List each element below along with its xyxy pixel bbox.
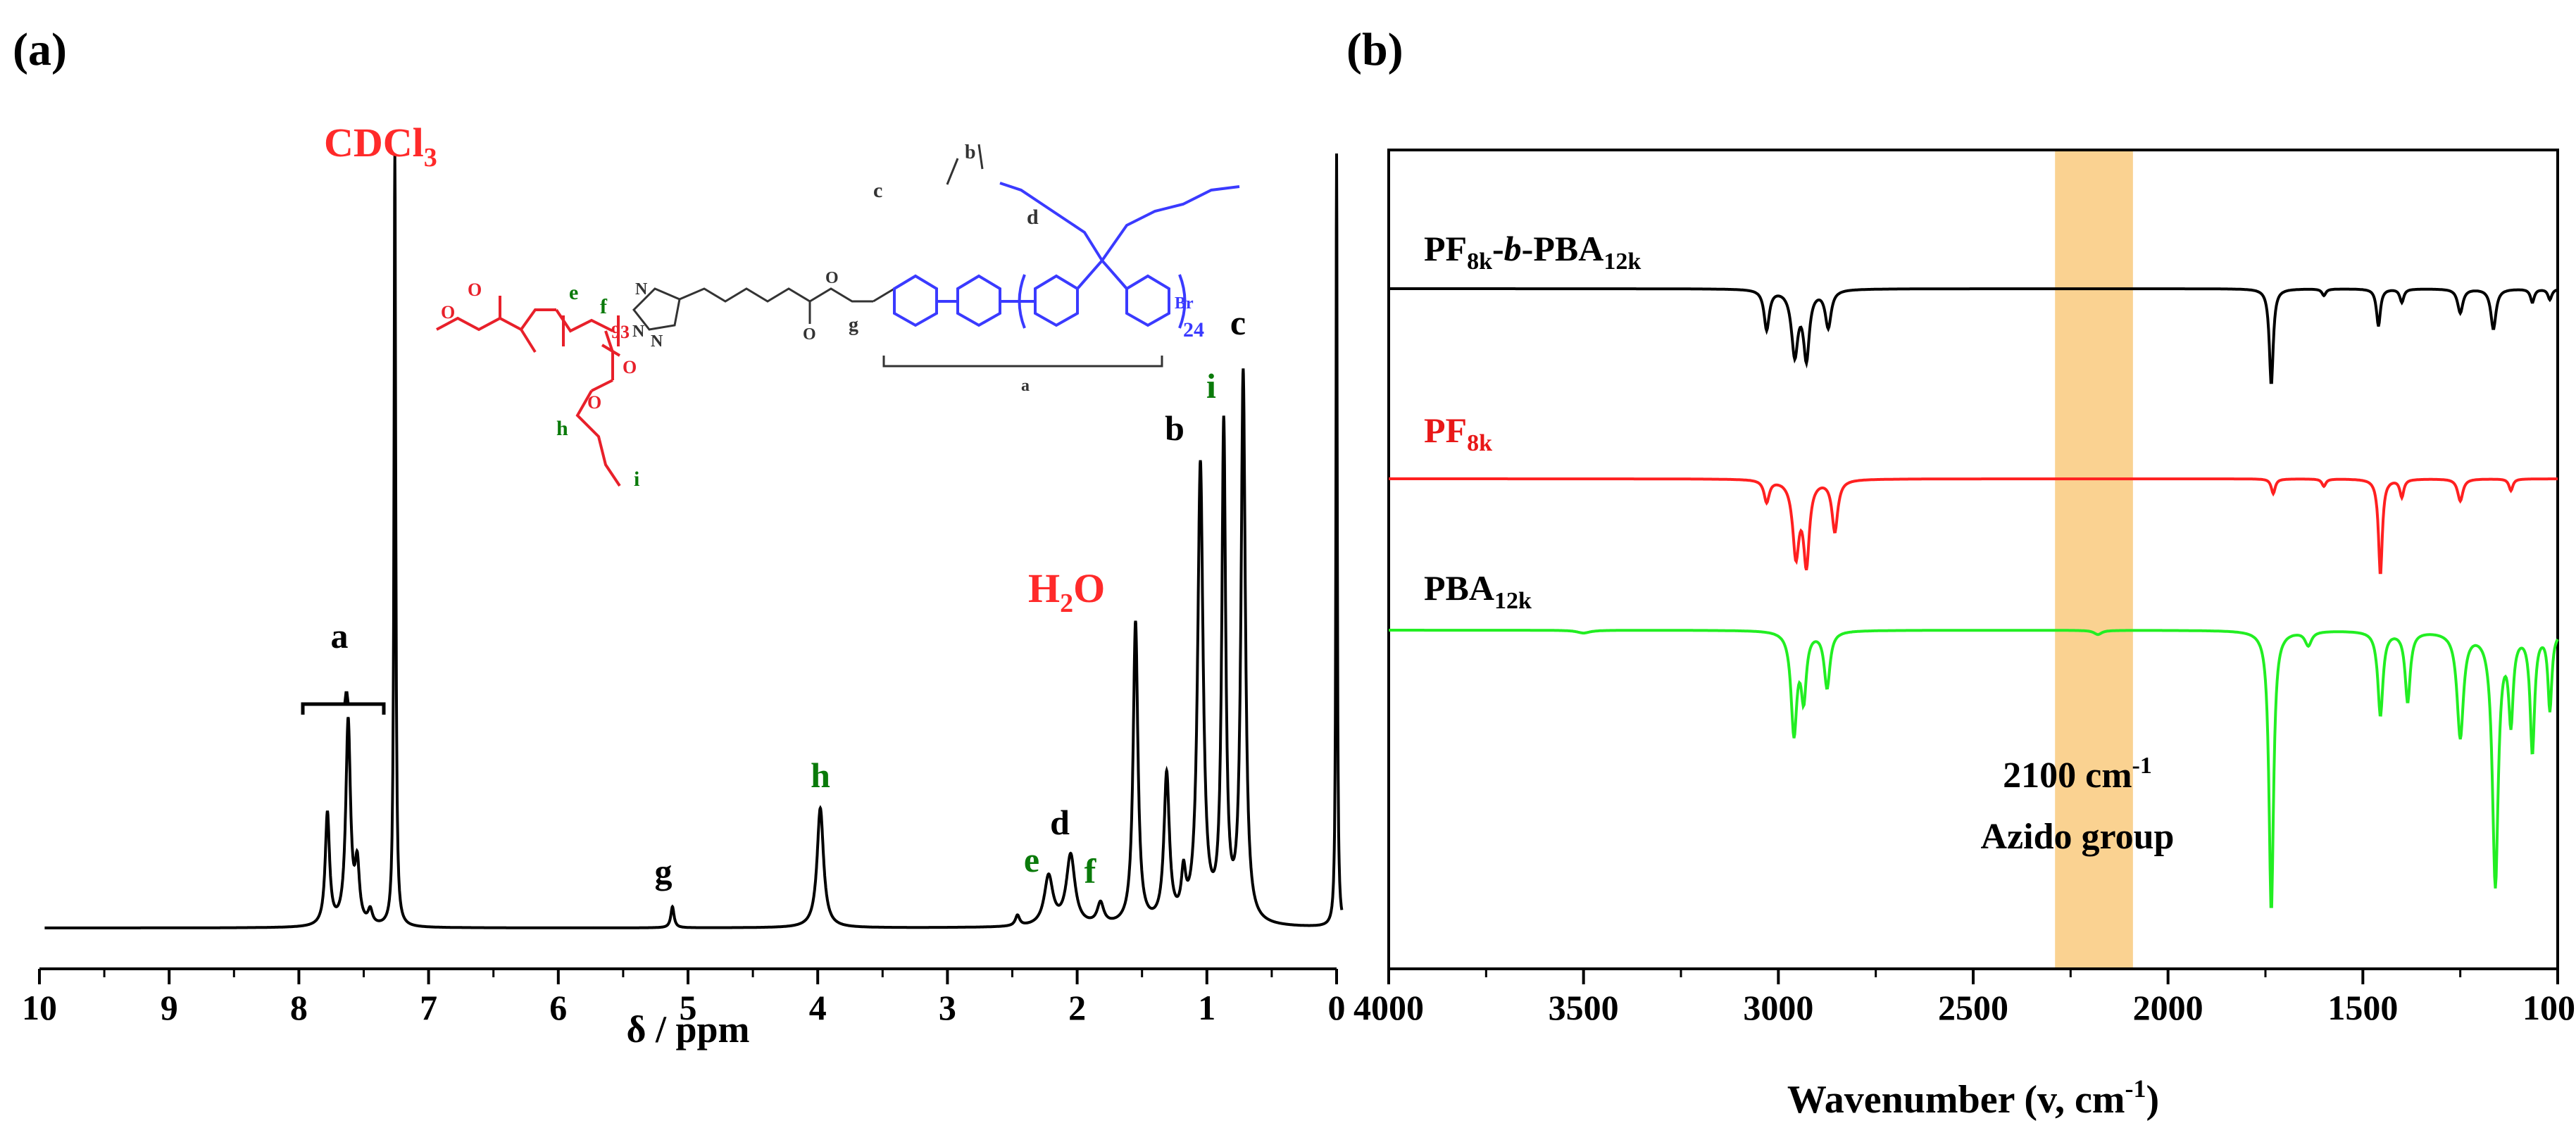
- structure-end-br: Br: [1175, 294, 1194, 313]
- nmr-label-e: e: [1024, 840, 1039, 879]
- nmr-x-axis-label: δ / ppm: [626, 1008, 749, 1051]
- structure-label-i: i: [634, 468, 639, 491]
- ftir-x-ticks: 4000 3500 3000 2500 2000 1500 1000: [1353, 969, 2576, 1027]
- nmr-label-h2o: H2O: [1028, 565, 1105, 618]
- azido-band-label-line1: 2100 cm-1: [2003, 753, 2152, 796]
- ftir-tick-label: 4000: [1353, 988, 1424, 1027]
- panel-b-label: (b): [1346, 24, 1403, 75]
- nmr-tick-label: 6: [549, 988, 567, 1027]
- nmr-tick-label: 10: [22, 988, 57, 1027]
- structure-atom-n1: N: [635, 280, 648, 299]
- nmr-bracket-a: [301, 691, 386, 715]
- nmr-label-f: f: [1084, 851, 1097, 891]
- nmr-label-b: b: [1165, 408, 1184, 448]
- structure-atom-o1: O: [468, 280, 482, 300]
- structure-label-b: b: [965, 142, 976, 163]
- structure-bracket-b: [946, 144, 984, 185]
- chemical-structure: 93 e f h i O O O O N N N O O g: [436, 142, 1240, 491]
- structure-label-h: h: [556, 417, 568, 440]
- structure-atom-o4: O: [587, 392, 601, 413]
- structure-label-f: f: [600, 295, 608, 318]
- nmr-label-c: c: [1230, 303, 1246, 342]
- structure-bracket-a: [882, 356, 1163, 368]
- nmr-label-cdcl3: CDCl3: [324, 120, 437, 173]
- ftir-tick-label: 3500: [1549, 988, 1619, 1027]
- legend-pf8k-b-pba12k: PF8k-b-PBA12k: [1424, 229, 1641, 275]
- linker-structure: [632, 287, 895, 331]
- nmr-tick-label: 5: [680, 988, 697, 1027]
- pba-block-structure: [436, 296, 621, 487]
- nmr-tick-label: 3: [939, 988, 956, 1027]
- structure-label-a: a: [1021, 377, 1030, 395]
- ftir-series-line: [1389, 477, 2558, 575]
- nmr-tick-label: 8: [290, 988, 308, 1027]
- structure-atom-o3: O: [623, 357, 637, 377]
- panel-a-label: (a): [13, 24, 67, 75]
- nmr-label-d: d: [1050, 803, 1070, 842]
- structure-label-c: c: [873, 179, 882, 202]
- structure-label-e: e: [569, 281, 578, 304]
- structure-label-d: d: [1027, 206, 1039, 229]
- ftir-series-line: [1389, 629, 2559, 908]
- structure-label-g: g: [849, 314, 858, 336]
- nmr-label-g: g: [655, 852, 673, 891]
- ftir-chart: 4000 3500 3000 2500 2000 1500 1000 Wavenumber …: [1353, 149, 2576, 1122]
- pf-block-structure: [893, 182, 1240, 329]
- structure-repeat-24: 24: [1183, 318, 1204, 341]
- ftir-traces: [1389, 287, 2559, 908]
- nmr-tick-label: 4: [809, 988, 827, 1027]
- ftir-x-axis-label: Wavenumber (v, cm-1): [1787, 1074, 2159, 1122]
- azido-band-label-line2: Azido group: [1981, 817, 2175, 857]
- structure-atom-n2: N: [632, 322, 645, 341]
- nmr-tick-label: 2: [1068, 988, 1086, 1027]
- ftir-tick-label: 2500: [1938, 988, 2008, 1027]
- azido-highlight-band: [2055, 150, 2133, 969]
- legend-pba12k: PBA12k: [1424, 568, 1532, 614]
- ftir-tick-label: 3000: [1743, 988, 1813, 1027]
- nmr-tick-label: 1: [1198, 988, 1215, 1027]
- legend-pf8k: PF8k: [1424, 410, 1492, 456]
- nmr-spectrum-line: [44, 153, 1344, 929]
- ftir-series-line: [1389, 287, 2558, 384]
- ftir-tick-label: 2000: [2133, 988, 2203, 1027]
- structure-atom-o2: O: [441, 302, 455, 322]
- ftir-tick-label: 1000: [2522, 988, 2576, 1027]
- nmr-tick-label: 0: [1328, 988, 1346, 1027]
- ftir-tick-label: 1500: [2327, 988, 2398, 1027]
- structure-atom-n3: N: [651, 332, 663, 351]
- nmr-tick-label: 7: [420, 988, 437, 1027]
- nmr-chart: 10 9 8 7 6 5 4 3 2 1 0 δ / ppm CDCl3 H2O a g h e d…: [22, 120, 1346, 1051]
- nmr-label-a: a: [331, 616, 349, 656]
- structure-atom-o5: O: [803, 325, 816, 344]
- nmr-x-ticks: 10 9 8 7 6 5 4 3 2 1 0: [22, 969, 1346, 1027]
- structure-repeat-93: 93: [611, 322, 630, 342]
- nmr-label-i: i: [1206, 366, 1216, 406]
- nmr-tick-label: 9: [161, 988, 178, 1027]
- structure-atom-o6: O: [825, 269, 839, 287]
- nmr-label-h: h: [811, 755, 830, 795]
